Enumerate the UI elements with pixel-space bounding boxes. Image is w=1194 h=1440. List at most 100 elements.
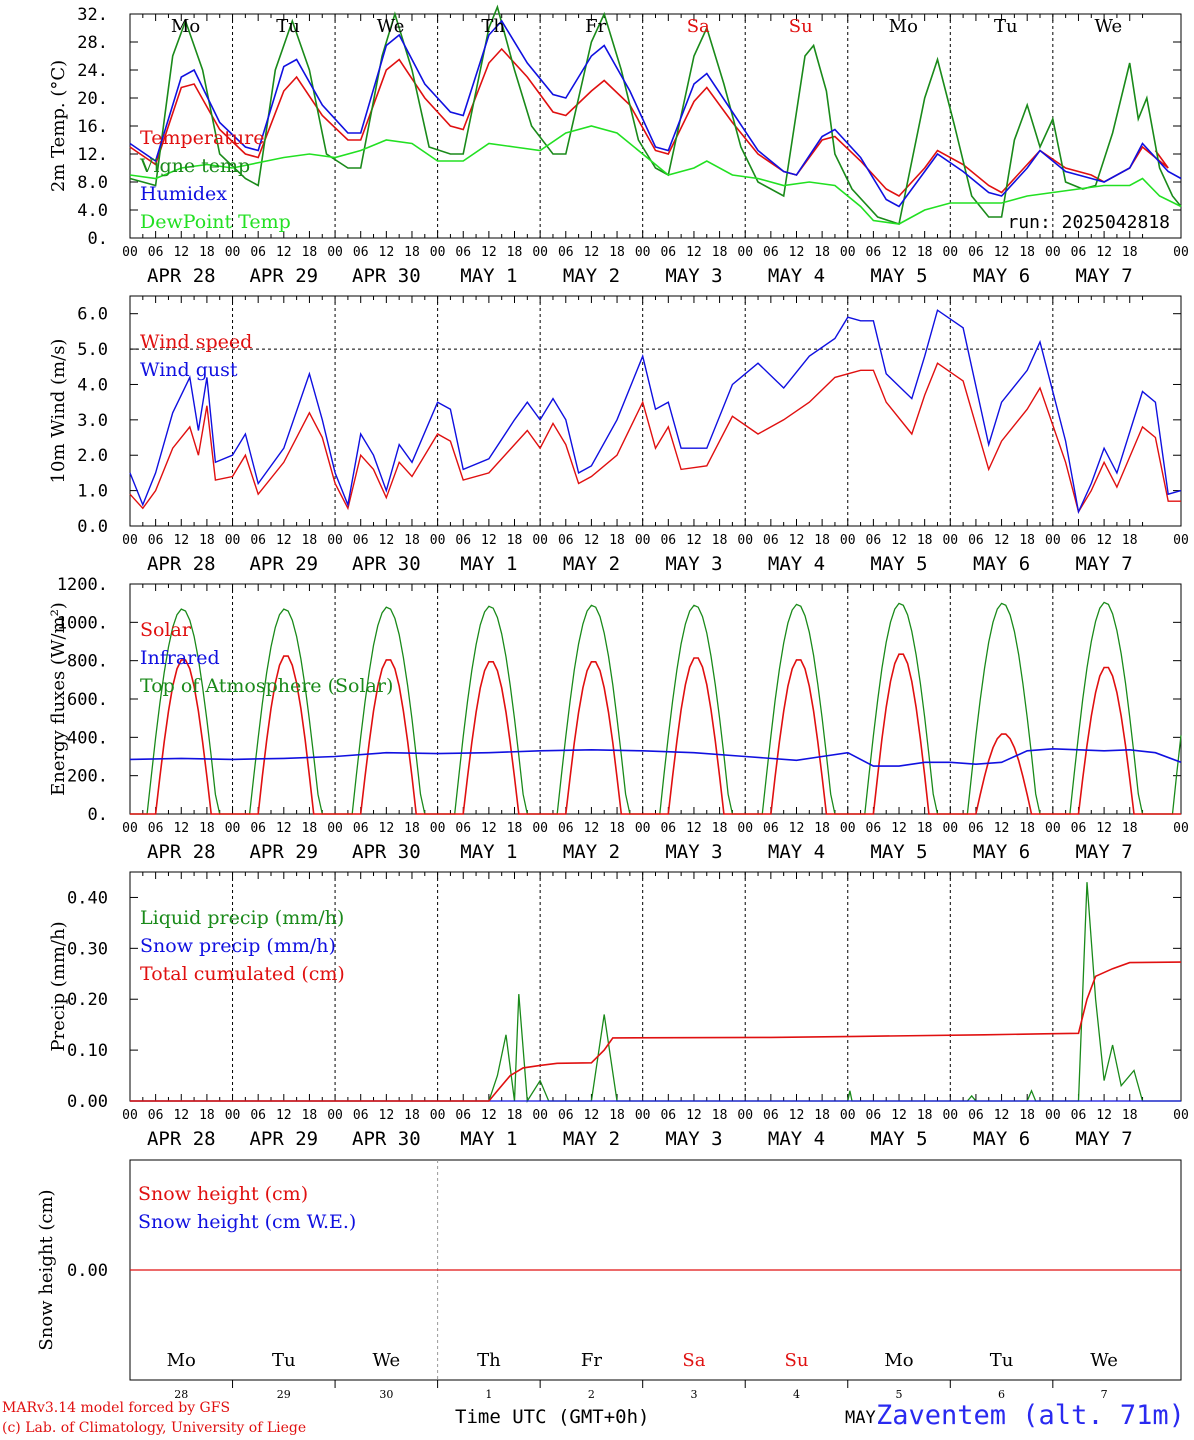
series-wind-speed-line: [129, 362, 1181, 514]
hour-tick-label: 00: [1173, 821, 1189, 836]
date-label: MAY 1: [460, 553, 517, 575]
hour-tick-label: 18: [1122, 1108, 1138, 1123]
hour-tick-label: 06: [455, 533, 471, 548]
hour-tick-label: 00: [122, 1108, 138, 1123]
hour-tick-label: 00: [225, 821, 241, 836]
date-label: MAY 3: [665, 841, 722, 863]
day-number-label: 28: [174, 1388, 188, 1401]
y-tick-label: 1.0: [77, 482, 108, 502]
hour-tick-label: 00: [532, 533, 548, 548]
hour-tick-label: 06: [353, 533, 369, 548]
hour-tick-label: 00: [327, 821, 343, 836]
legend-solar: Solar: [140, 619, 192, 641]
hour-tick-label: 06: [660, 821, 676, 836]
hour-tick-label: 06: [763, 1108, 779, 1123]
hour-tick-label: 06: [1071, 533, 1087, 548]
hour-tick-label: 06: [250, 1108, 266, 1123]
hour-tick-label: 18: [609, 245, 625, 260]
hour-tick-label: 12: [584, 1108, 600, 1123]
y-tick-label: 2.0: [77, 446, 108, 466]
weekday-label: We: [372, 1350, 400, 1371]
hour-tick-label: 06: [1071, 245, 1087, 260]
hour-tick-label: 06: [763, 533, 779, 548]
hour-tick-label: 00: [225, 1108, 241, 1123]
hour-tick-label: 12: [1096, 245, 1112, 260]
hour-tick-label: 12: [276, 821, 292, 836]
hour-tick-label: 00: [942, 821, 958, 836]
day-number-label: 6: [998, 1388, 1005, 1401]
weekday-label: We: [377, 16, 405, 37]
hour-tick-label: 06: [148, 1108, 164, 1123]
hour-tick-label: 00: [737, 533, 753, 548]
date-label: APR 28: [147, 265, 216, 287]
hour-tick-label: 00: [532, 821, 548, 836]
date-label: MAY 7: [1075, 1128, 1132, 1150]
date-label: APR 28: [147, 841, 216, 863]
date-label: MAY 4: [768, 841, 825, 863]
hour-tick-label: 00: [1173, 245, 1189, 260]
hour-tick-label: 18: [1019, 533, 1035, 548]
legend-dewpoint-temp: DewPoint Temp: [140, 211, 291, 233]
date-label: MAY 5: [870, 553, 927, 575]
hour-tick-label: 00: [737, 245, 753, 260]
legend-liquid-precip-mm-h-: Liquid precip (mm/h): [140, 907, 344, 929]
hour-tick-label: 18: [199, 533, 215, 548]
hour-tick-label: 12: [686, 245, 702, 260]
hour-tick-label: 18: [1122, 245, 1138, 260]
hour-tick-label: 00: [532, 1108, 548, 1123]
hour-tick-label: 06: [558, 533, 574, 548]
hour-tick-label: 18: [199, 821, 215, 836]
hour-tick-label: 00: [122, 821, 138, 836]
hour-tick-label: 12: [994, 533, 1010, 548]
hour-tick-label: 12: [789, 245, 805, 260]
date-label: APR 30: [352, 841, 421, 863]
date-label: MAY 1: [460, 265, 517, 287]
hour-tick-label: 06: [968, 533, 984, 548]
series-humidex-line: [129, 19, 1182, 208]
hour-tick-label: 00: [327, 533, 343, 548]
y-tick-label: 12.: [77, 145, 108, 165]
hour-tick-label: 06: [1071, 1108, 1087, 1123]
hour-tick-label: 06: [866, 1108, 882, 1123]
hour-tick-label: 00: [1045, 1108, 1061, 1123]
hour-tick-label: 00: [737, 821, 753, 836]
hour-tick-label: 06: [1071, 821, 1087, 836]
hour-tick-label: 12: [891, 821, 907, 836]
date-label: MAY 7: [1075, 841, 1132, 863]
date-label: APR 28: [147, 553, 216, 575]
hour-tick-label: 06: [968, 1108, 984, 1123]
y-tick-label: 0.00: [67, 1092, 108, 1112]
hour-tick-label: 00: [942, 533, 958, 548]
hour-tick-label: 00: [532, 245, 548, 260]
date-label: MAY 1: [460, 841, 517, 863]
y-axis-title: 10m Wind (m/s): [48, 339, 69, 484]
date-label: APR 30: [352, 1128, 421, 1150]
y-tick-label: 28.: [77, 33, 108, 53]
hour-tick-label: 12: [584, 533, 600, 548]
hour-tick-label: 12: [584, 245, 600, 260]
hour-tick-label: 00: [1173, 533, 1189, 548]
hour-tick-label: 12: [173, 533, 189, 548]
y-axis-title: Energy fluxes (W/m²): [48, 602, 69, 796]
hour-tick-label: 12: [584, 821, 600, 836]
hour-tick-label: 06: [455, 245, 471, 260]
date-label: MAY 3: [665, 553, 722, 575]
hour-tick-label: 18: [814, 533, 830, 548]
weekday-label: Th: [477, 1350, 501, 1371]
hour-tick-label: 00: [635, 1108, 651, 1123]
hour-tick-label: 18: [917, 1108, 933, 1123]
series-vigne-temp-line: [129, 4, 1182, 226]
hour-tick-label: 18: [609, 533, 625, 548]
hour-tick-label: 06: [866, 533, 882, 548]
hour-tick-label: 18: [302, 533, 318, 548]
weekday-label: Th: [481, 16, 505, 37]
hour-tick-label: 06: [148, 533, 164, 548]
hour-tick-label: 00: [635, 245, 651, 260]
hour-tick-label: 12: [891, 245, 907, 260]
date-label: MAY 2: [563, 553, 620, 575]
hour-tick-label: 06: [353, 1108, 369, 1123]
y-tick-label: 600.: [67, 690, 108, 710]
hour-tick-label: 12: [481, 245, 497, 260]
hour-tick-label: 00: [635, 821, 651, 836]
hour-tick-label: 00: [840, 245, 856, 260]
